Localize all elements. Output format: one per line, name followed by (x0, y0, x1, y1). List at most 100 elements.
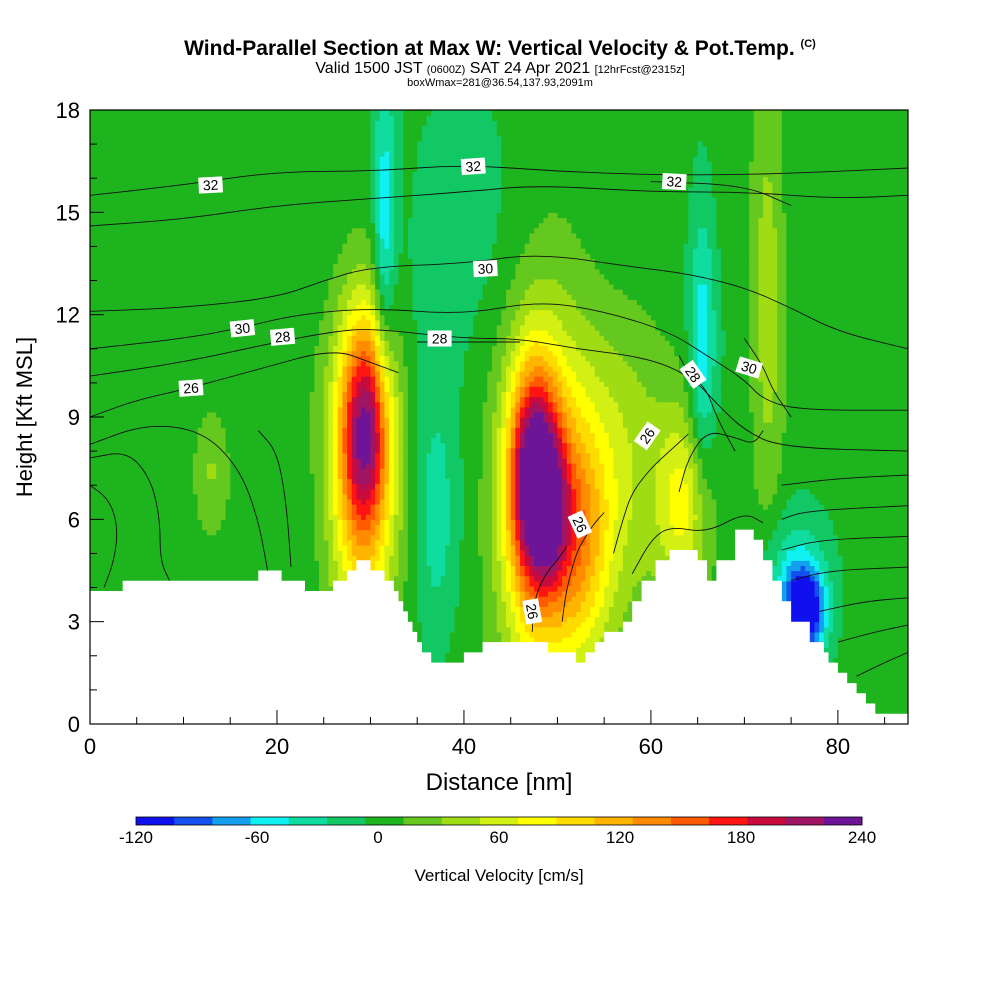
velocity-cell (309, 580, 315, 587)
velocity-cell (435, 637, 442, 643)
velocity-cell (482, 616, 488, 623)
velocity-cell (132, 575, 138, 582)
velocity-cell (445, 585, 451, 592)
velocity-cell (879, 652, 886, 659)
velocity-cell (636, 596, 643, 602)
velocity-cell (510, 601, 516, 607)
velocity-cell (627, 585, 633, 592)
velocity-cell (599, 626, 605, 633)
velocity-cell (473, 606, 479, 613)
velocity-cell (557, 585, 563, 592)
velocity-cell (898, 708, 904, 715)
velocity-cell (403, 601, 409, 607)
velocity-cell (865, 621, 872, 628)
velocity-cell (445, 657, 451, 664)
velocity-cell (861, 621, 867, 628)
velocity-cell (819, 626, 825, 633)
velocity-cell (590, 616, 596, 623)
velocity-cell (903, 606, 908, 613)
velocity-cell (473, 621, 479, 628)
velocity-cell (468, 631, 474, 638)
velocity-cell (636, 590, 643, 597)
velocity-cell (510, 616, 516, 623)
velocity-cell (515, 621, 521, 628)
velocity-cell (599, 590, 605, 597)
velocity-cell (426, 626, 432, 633)
velocity-cell (571, 626, 577, 633)
velocity-cell (421, 606, 428, 613)
velocity-cell (426, 621, 432, 628)
velocity-cell (557, 596, 563, 602)
velocity-cell (496, 626, 502, 633)
velocity-cell (524, 585, 530, 592)
velocity-cell (571, 631, 577, 638)
velocity-cell (501, 585, 507, 592)
velocity-cell (431, 596, 437, 602)
velocity-cell (426, 631, 432, 638)
velocity-cell (445, 621, 451, 628)
velocity-cell (566, 642, 573, 648)
velocity-cell (828, 621, 834, 628)
velocity-cell (412, 601, 418, 607)
velocity-cell (809, 580, 816, 587)
velocity-cell (795, 596, 802, 602)
velocity-cell (604, 596, 610, 602)
velocity-cell (879, 703, 886, 710)
velocity-cell (403, 580, 409, 587)
velocity-cell (856, 606, 862, 613)
velocity-cell (202, 575, 208, 582)
velocity-cell (889, 616, 895, 623)
velocity-cell (557, 621, 563, 628)
velocity-cell (875, 693, 881, 700)
velocity-cell (473, 611, 479, 618)
velocity-cell (889, 611, 895, 618)
velocity-cell (445, 652, 451, 659)
velocity-cell (875, 585, 881, 592)
velocity-cell (875, 672, 881, 679)
velocity-cell (426, 585, 432, 592)
velocity-cell (833, 631, 839, 638)
velocity-cell (548, 606, 554, 613)
velocity-cell (463, 647, 470, 653)
velocity-cell (435, 580, 442, 587)
velocity-cell (800, 601, 806, 607)
velocity-cell (576, 642, 582, 648)
velocity-cell (510, 580, 516, 587)
velocity-cell (118, 575, 124, 582)
velocity-cell (865, 637, 872, 643)
velocity-cell (108, 575, 114, 582)
velocity-cell (571, 637, 577, 643)
velocity-cell (552, 647, 559, 653)
velocity-cell (613, 590, 619, 597)
velocity-cell (809, 637, 816, 643)
velocity-cell (781, 580, 788, 587)
velocity-cell (548, 626, 554, 633)
velocity-cell (520, 616, 526, 623)
velocity-cell (604, 590, 610, 597)
velocity-cell (585, 606, 591, 613)
velocity-cell (445, 616, 451, 623)
velocity-cell (875, 667, 881, 674)
velocity-cell (594, 590, 601, 597)
velocity-cell (562, 611, 568, 618)
velocity-cell (417, 637, 423, 643)
velocity-cell (566, 616, 573, 623)
velocity-cell (487, 621, 493, 628)
velocity-cell (398, 575, 404, 582)
velocity-cell (613, 621, 619, 628)
velocity-cell (865, 616, 872, 623)
velocity-cell (889, 708, 895, 715)
velocity-cell (477, 631, 484, 638)
velocity-cell (884, 693, 890, 700)
velocity-cell (613, 606, 619, 613)
velocity-cell (842, 621, 848, 628)
velocity-cell (477, 621, 484, 628)
velocity-cell (875, 642, 881, 648)
velocity-cell (501, 606, 507, 613)
velocity-cell (431, 606, 437, 613)
velocity-cell (786, 596, 792, 602)
velocity-cell (501, 631, 507, 638)
velocity-cell (842, 626, 848, 633)
velocity-cell (889, 626, 895, 633)
velocity-cell (604, 601, 610, 607)
